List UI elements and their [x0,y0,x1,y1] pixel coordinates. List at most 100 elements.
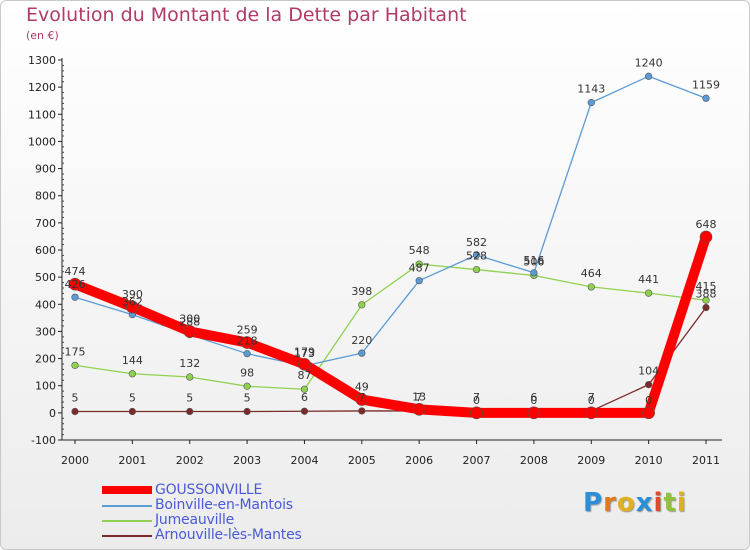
data-label-arnouville: 5 [244,392,251,405]
data-point-goussonville [584,406,598,420]
data-point-goussonville [470,406,483,420]
y-tick-label: 800 [35,190,56,203]
data-point-jumeauville [472,265,481,274]
data-point-arnouville [128,407,136,416]
series-line-jumeauville [74,263,707,390]
data-point-goussonville [68,277,82,291]
chart-title: Evolution du Montant de la Dette par Hab… [26,4,467,26]
data-label-goussonville: 13 [412,390,426,403]
data-label-goussonville: 300 [179,312,200,325]
y-tick-label: 1200 [28,81,56,94]
data-label-boinville: 173 [294,347,315,360]
data-point-boinville [645,72,653,80]
data-label-arnouville: 6 [530,391,537,404]
data-point-goussonville [183,325,197,338]
legend-swatch-arnouville [102,535,152,537]
data-label-arnouville: 7 [416,391,423,404]
data-label-jumeauville: 506 [523,256,544,269]
data-point-boinville [587,99,595,107]
x-tick-label: 2008 [520,454,548,467]
data-label-goussonville: 259 [237,324,258,337]
data-label-goussonville: 49 [355,381,369,394]
logo-letter: i [676,488,687,518]
data-point-arnouville [702,303,710,312]
data-point-boinville [702,94,710,102]
data-label-goussonville: 0 [645,394,652,407]
x-tick-label: 2001 [118,454,146,467]
legend-label-boinville: Boinville-en-Mantois [155,497,293,513]
legend-label-arnouville: Arnouville-lès-Mantes [155,527,302,543]
x-tick-label: 2003 [233,454,261,467]
data-label-jumeauville: 132 [179,357,200,370]
data-point-arnouville [645,381,653,389]
data-point-jumeauville [358,301,366,309]
logo-letter: r [603,488,617,518]
data-point-arnouville [358,407,366,415]
data-label-jumeauville: 464 [581,267,602,280]
logo-letter: P [583,488,604,518]
data-label-goussonville: 390 [122,288,143,301]
x-tick-label: 2005 [348,454,376,467]
data-point-goussonville [298,357,311,371]
y-tick-label: -100 [31,434,56,447]
data-point-arnouville [300,407,309,415]
data-label-arnouville: 6 [301,391,308,404]
data-point-jumeauville [415,260,423,268]
data-label-boinville: 582 [466,236,487,249]
logo-letter: x [635,488,654,518]
x-tick-label: 2010 [635,454,663,467]
data-point-boinville [71,293,79,301]
y-tick-label: 0 [49,407,56,420]
series-line-arnouville [74,306,707,413]
data-label-boinville: 218 [237,335,258,348]
series-line-goussonville [70,231,711,418]
x-tick-label: 2000 [61,454,89,467]
data-label-arnouville: 5 [186,392,193,405]
data-label-goussonville: 474 [65,265,86,278]
data-label-arnouville: 5 [72,392,79,405]
data-label-boinville: 426 [65,278,86,291]
data-point-goussonville [699,230,713,244]
data-label-arnouville: 7 [588,391,595,404]
x-tick-label: 2006 [405,454,433,467]
y-tick-label: 1300 [28,54,56,67]
data-point-goussonville [355,393,369,406]
data-label-goussonville: 0 [588,394,595,407]
legend-label-jumeauville: Jumeauville [155,512,235,528]
data-label-jumeauville: 398 [351,285,372,298]
data-label-arnouville: 7 [473,391,480,404]
data-point-jumeauville [587,283,595,291]
data-label-goussonville: 0 [473,394,480,407]
logo-letter: o [616,488,636,518]
data-label-boinville: 1240 [635,56,663,69]
data-point-boinville [358,349,366,357]
y-tick-label: 400 [35,298,56,311]
x-tick-label: 2011 [692,454,720,467]
data-label-goussonville: 179 [294,345,315,358]
data-point-jumeauville [300,385,309,393]
data-label-arnouville: 5 [129,392,136,405]
data-label-boinville: 516 [523,254,544,267]
data-label-boinville: 1159 [692,78,720,91]
data-point-jumeauville [186,373,194,381]
data-point-jumeauville [128,370,136,378]
data-point-goussonville [240,336,254,349]
data-point-goussonville [412,403,426,416]
data-point-boinville [415,277,423,285]
data-label-jumeauville: 528 [466,250,487,263]
y-tick-label: 300 [35,325,56,338]
data-point-goussonville [642,406,655,420]
x-tick-label: 2002 [176,454,204,467]
data-label-goussonville: 648 [696,218,717,231]
data-label-jumeauville: 415 [696,280,717,293]
data-point-goussonville [126,300,139,314]
data-label-jumeauville: 441 [638,273,659,286]
y-tick-label: 900 [35,163,56,176]
y-tick-label: 100 [35,380,56,393]
x-tick-label: 2009 [577,454,605,467]
data-label-arnouville: 7 [358,391,365,404]
y-tick-label: 700 [35,217,56,230]
data-label-boinville: 487 [409,262,430,275]
data-point-jumeauville [702,296,710,304]
data-label-jumeauville: 175 [65,345,86,358]
